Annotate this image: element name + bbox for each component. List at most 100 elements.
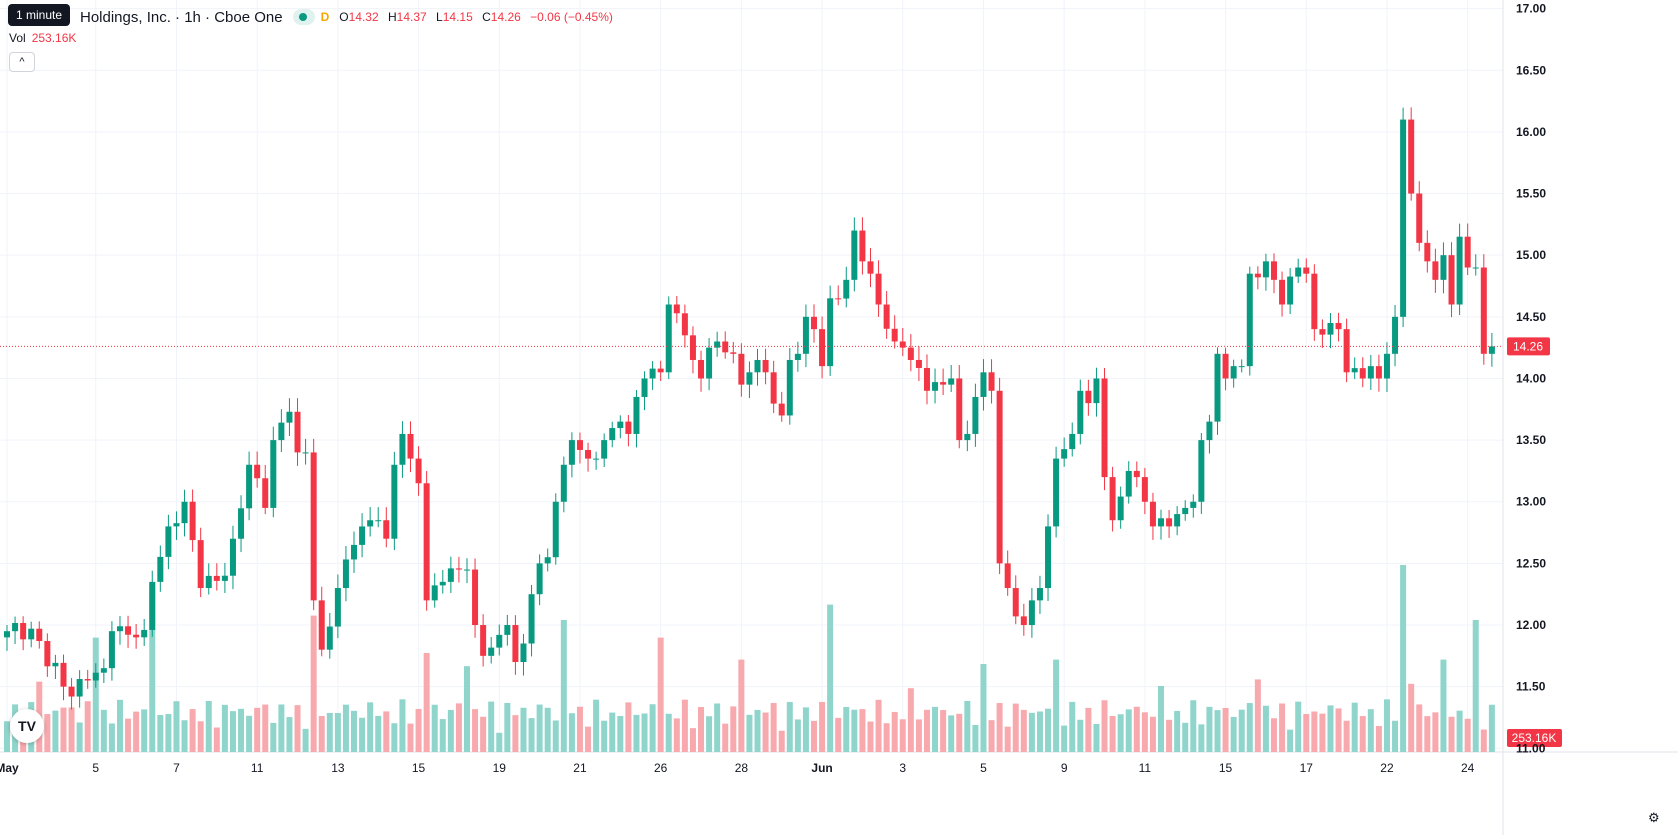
volume-bar	[1174, 710, 1181, 752]
volume-bar	[988, 720, 995, 752]
volume-bar	[568, 713, 575, 752]
volume-bar	[520, 707, 527, 752]
candle-body	[108, 631, 115, 669]
candle-body	[1133, 470, 1140, 478]
volume-bar	[1254, 679, 1261, 752]
candle-body	[197, 540, 204, 589]
price-tick-label: 17.00	[1516, 2, 1546, 16]
candle-body	[1125, 470, 1132, 497]
volume-bar	[528, 718, 535, 752]
volume-bar	[1416, 704, 1423, 752]
market-status-icon[interactable]	[292, 9, 315, 25]
volume-bar	[1045, 708, 1052, 752]
volume-bar	[375, 715, 382, 752]
candle-body	[116, 626, 123, 632]
candle-body	[447, 568, 454, 582]
price-tick-label: 16.50	[1516, 63, 1546, 77]
volume-bar	[407, 723, 414, 752]
volume-bar	[278, 704, 285, 752]
volume-bar	[585, 726, 592, 752]
candle-body	[133, 634, 140, 638]
candle-body	[746, 372, 753, 385]
volume-bar	[326, 712, 333, 752]
candle-body	[262, 478, 269, 508]
volume-bar	[593, 699, 600, 752]
gear-icon[interactable]: ⚙	[1648, 810, 1660, 825]
volume-bar	[504, 702, 511, 752]
candle-body	[294, 411, 301, 453]
volume-bar	[512, 715, 519, 752]
candle-body	[246, 464, 253, 509]
volume-bar	[1279, 703, 1286, 752]
close-label: C	[482, 10, 491, 24]
volume-bar	[1488, 704, 1495, 752]
candle-body	[1327, 322, 1334, 335]
volume-bar	[68, 707, 75, 752]
candle-body	[1117, 496, 1124, 521]
candle-body	[883, 304, 890, 329]
candle-body	[520, 643, 527, 663]
volume-bar	[1392, 720, 1399, 752]
candle-body	[504, 625, 511, 635]
volume-bar	[472, 709, 479, 752]
candle-body	[1174, 514, 1181, 527]
volume-bar	[1424, 716, 1431, 752]
candle-body	[1295, 267, 1302, 277]
volume-bar	[867, 721, 874, 752]
volume-bar	[754, 709, 761, 752]
volume-bar	[1214, 710, 1221, 752]
time-tick-label: 28	[735, 761, 749, 775]
tradingview-logo-icon[interactable]: TV	[10, 709, 44, 743]
time-tick-label: May	[0, 761, 19, 775]
candle-body	[254, 464, 261, 479]
candle-body	[754, 359, 761, 373]
candle-body	[964, 433, 971, 441]
volume-bar	[399, 699, 406, 752]
volume-bar	[665, 713, 672, 752]
candle-body	[157, 556, 164, 582]
volume-bar	[1069, 701, 1076, 752]
volume-bar	[334, 713, 341, 752]
candle-body	[375, 520, 382, 522]
volume-bar	[229, 711, 236, 752]
candle-body	[528, 594, 535, 644]
candle-body	[1238, 366, 1245, 368]
volume-bar	[1472, 620, 1479, 752]
candle-body	[1488, 346, 1495, 354]
volume-bar	[165, 714, 172, 752]
candle-body	[1472, 267, 1479, 269]
volume-bar	[1432, 712, 1439, 752]
last-price-tag	[1507, 337, 1550, 356]
symbol-title[interactable]: Holdings, Inc. · 1h · Cboe One	[80, 8, 283, 26]
volume-bar	[1480, 729, 1487, 752]
volume-bar	[891, 711, 898, 752]
volume-bar	[1319, 713, 1326, 752]
candle-body	[932, 382, 939, 391]
volume-bar	[1262, 705, 1269, 752]
volume-bar	[601, 720, 608, 752]
volume-bar	[544, 707, 551, 752]
candle-body	[843, 279, 850, 299]
candle-body	[1045, 526, 1052, 589]
volume-bar	[1190, 700, 1197, 752]
candle-body	[593, 458, 600, 460]
candle-body	[100, 668, 107, 673]
candle-body	[141, 629, 148, 638]
volume-bar	[221, 704, 228, 752]
time-tick-label: 11	[251, 761, 264, 775]
volume-bar	[1222, 707, 1229, 752]
volume-bar	[698, 707, 705, 752]
candle-body	[181, 501, 188, 524]
collapse-legend-button[interactable]: ^	[9, 52, 35, 72]
volume-bar	[649, 704, 656, 752]
high-label: H	[388, 10, 397, 24]
candle-body	[1375, 366, 1382, 379]
price-tick-label: 15.00	[1516, 248, 1546, 262]
volume-bar	[1085, 707, 1092, 752]
candle-body	[149, 581, 156, 630]
candle-body	[359, 526, 366, 545]
candle-body	[907, 347, 914, 360]
time-tick-label: 15	[412, 761, 426, 775]
candle-body	[286, 411, 293, 423]
